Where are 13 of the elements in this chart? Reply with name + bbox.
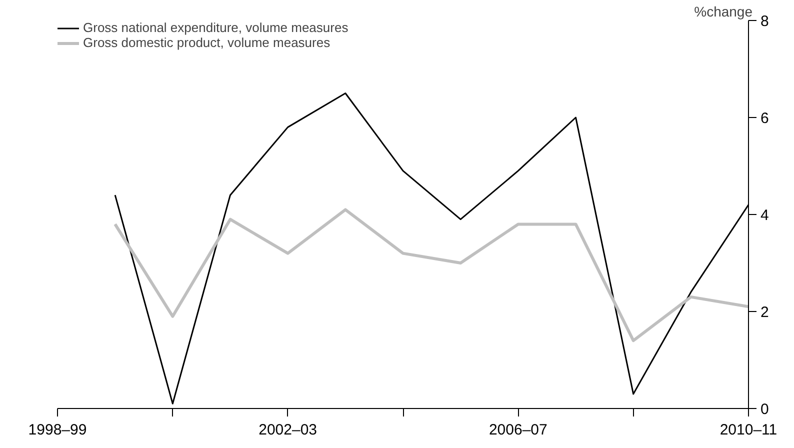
y-tick-label: 2 (760, 304, 769, 321)
y-axis-title: %change (694, 4, 753, 20)
x-tick-label: 2006–07 (488, 422, 548, 438)
y-tick-label: 0 (760, 401, 769, 418)
y-tick-label: 4 (760, 207, 769, 224)
y-tick-label: 6 (760, 110, 769, 127)
x-tick-label: 2002–03 (258, 422, 318, 438)
legend-label: Gross national expenditure, volume measures (83, 20, 348, 35)
y-tick-label: 8 (760, 13, 769, 30)
x-tick-label: 2010–11 (720, 422, 778, 438)
line-series (114, 208, 748, 342)
legend-label: Gross domestic product, volume measures (83, 35, 330, 50)
x-tick-label: 1998–99 (28, 422, 87, 438)
